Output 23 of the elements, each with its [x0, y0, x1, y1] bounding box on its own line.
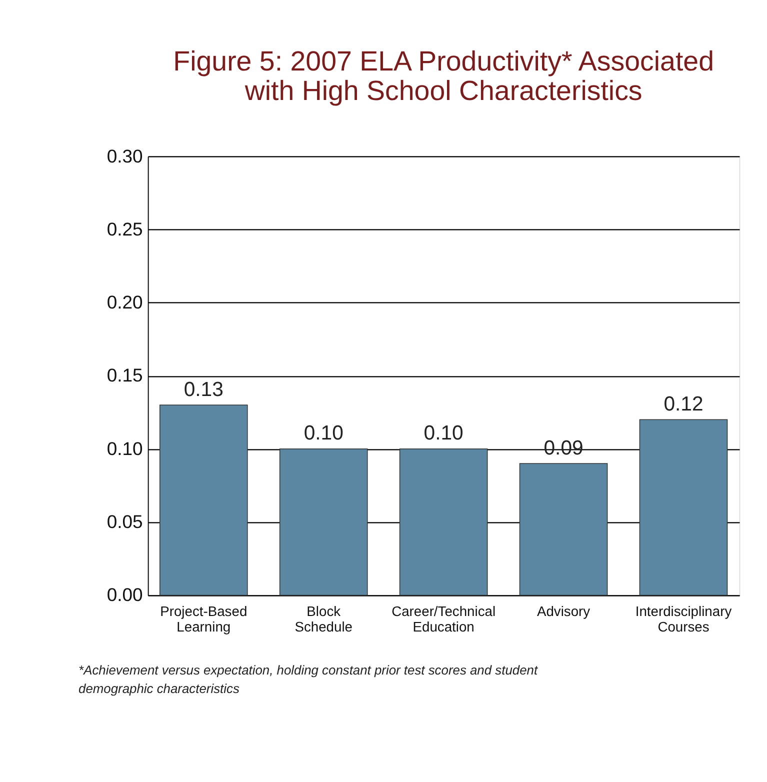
bar: [399, 448, 488, 596]
x-tick-label: Block Schedule: [294, 603, 353, 635]
x-tick-label: Advisory: [536, 603, 590, 620]
y-tick-label: 0.00: [106, 584, 143, 606]
data-label: 0.10: [424, 422, 464, 445]
data-label: 0.10: [304, 422, 344, 445]
bar: [159, 404, 248, 596]
bar: [639, 419, 728, 596]
y-tick-label: 0.30: [106, 145, 143, 166]
data-label: 0.13: [184, 378, 224, 401]
y-tick-label: 0.05: [106, 511, 143, 532]
x-tick-label: Project-Based Learning: [160, 603, 248, 635]
text: Figure 5: 2007 ELA Productivity* Associated: [173, 45, 714, 76]
bar: [519, 463, 608, 596]
y-tick-label: 0.25: [106, 218, 143, 240]
text: *Achievement versus expectation, holding constant prior test scores and student demographic characteristics: [78, 662, 539, 696]
y-tick-label: 0.10: [106, 438, 143, 459]
data-label: 0.12: [664, 393, 704, 416]
y-tick-label: 0.20: [106, 292, 143, 313]
x-tick-label: Career/Technical Education: [392, 603, 496, 635]
x-tick-label: Interdisciplinary Courses: [635, 603, 732, 635]
y-tick-label: 0.15: [106, 364, 143, 386]
bar: [279, 448, 368, 596]
